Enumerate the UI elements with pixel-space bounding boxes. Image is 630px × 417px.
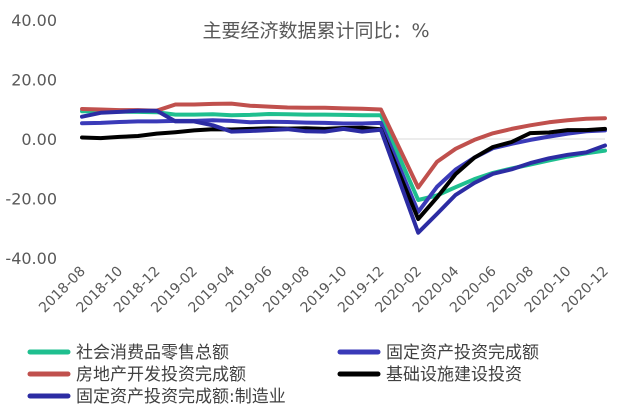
y-tick-label: 0.00 xyxy=(21,130,57,149)
y-tick-label: -20.00 xyxy=(5,190,57,209)
legend-label: 固定资产投资完成额 xyxy=(386,343,539,363)
series-line-2 xyxy=(80,118,607,214)
legend-label: 基础设施建设投资 xyxy=(386,365,522,385)
y-tick-label: -40.00 xyxy=(5,249,57,268)
series-line-3 xyxy=(80,101,607,190)
legend-label: 固定资产投资完成额:制造业 xyxy=(76,387,286,407)
legend-label: 社会消费品零售总额 xyxy=(76,343,229,363)
y-tick-label: 40.00 xyxy=(11,11,57,30)
chart-title: 主要经济数据累计同比：% xyxy=(202,20,429,42)
series-lines xyxy=(80,101,607,235)
series-line-5 xyxy=(80,108,607,235)
y-axis-ticks: -40.00 -20.00 0.00 20.00 40.00 xyxy=(5,11,57,268)
y-tick-label: 20.00 xyxy=(11,71,57,90)
legend-label: 房地产开发投资完成额 xyxy=(76,365,246,385)
x-axis-ticks: 2018-082018-102018-122019-022019-042019-… xyxy=(36,263,612,316)
